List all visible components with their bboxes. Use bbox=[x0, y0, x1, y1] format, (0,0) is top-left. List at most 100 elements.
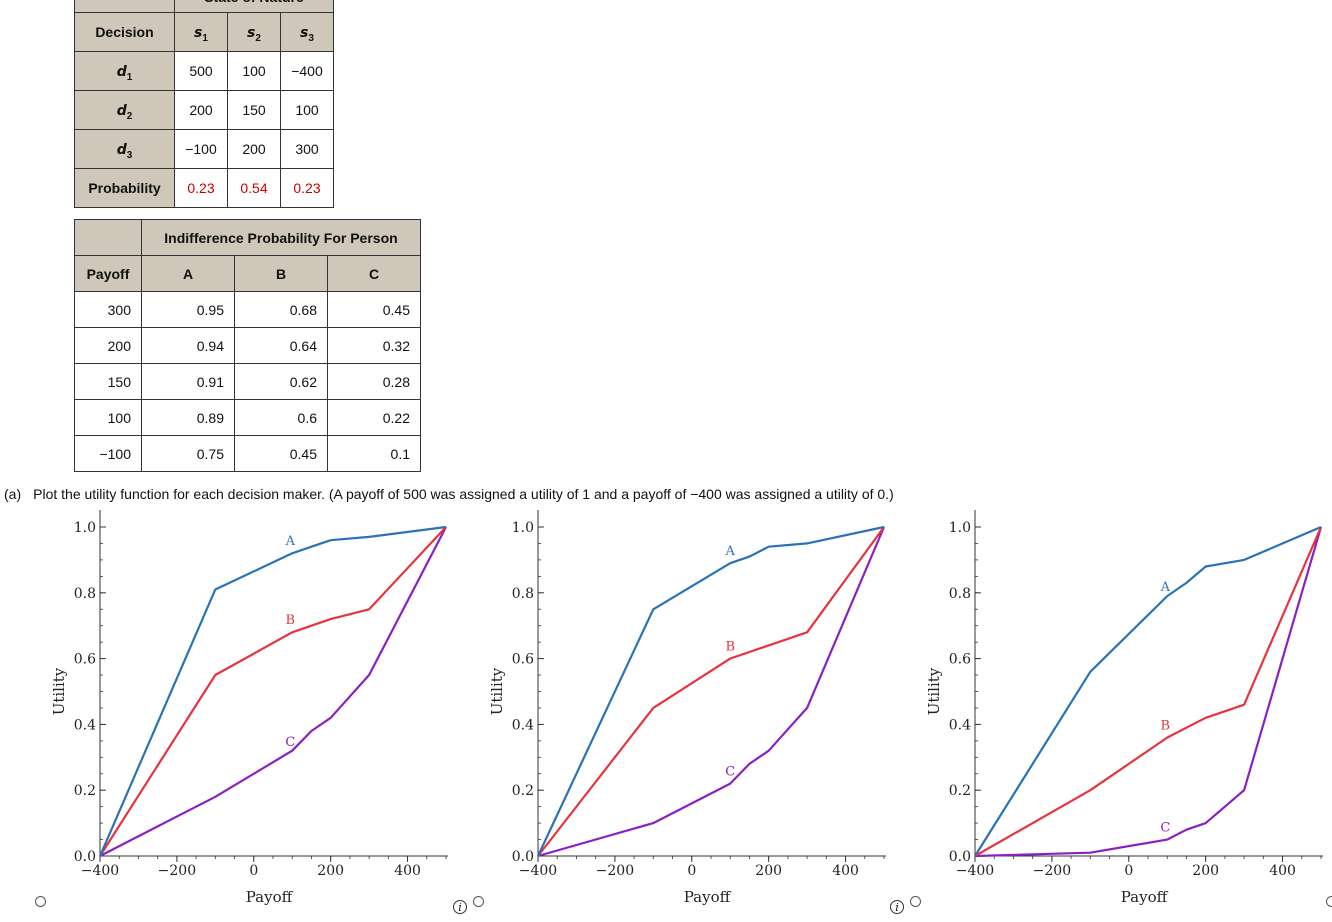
table-row: d1 500 100 −400 bbox=[74, 51, 334, 91]
x-tick-label: −200 bbox=[1033, 863, 1071, 879]
utility-chart-option-1: −400 −200 0 200 400 0.0 0.2 0.4 0.6 0.8 1.0 Payoff U… bbox=[38, 510, 482, 922]
payoff-cell: 100 bbox=[280, 90, 334, 130]
payoff-cell: 100 bbox=[227, 51, 281, 91]
y-tick-label: 0.8 bbox=[74, 586, 96, 602]
series-line-c bbox=[99, 526, 447, 857]
state-label: s bbox=[247, 24, 256, 41]
series-line-b bbox=[99, 526, 447, 857]
x-tick-label: −400 bbox=[519, 863, 557, 879]
y-axis-label: Utility bbox=[488, 667, 506, 715]
x-tick-label: 200 bbox=[1192, 863, 1219, 879]
utility-chart-svg: −400 −200 0 200 400 0.0 0.2 0.4 0.6 0.8 1.0 Payoff U… bbox=[488, 510, 886, 906]
series-line-c bbox=[537, 526, 886, 858]
option-3-radio[interactable] bbox=[910, 896, 921, 907]
payoff-cell: −400 bbox=[280, 51, 334, 91]
y-tick-label: 0.0 bbox=[512, 849, 534, 865]
y-tick-label: 0.6 bbox=[74, 652, 96, 668]
table-row: −100 0.75 0.45 0.1 bbox=[74, 435, 421, 472]
series-label-b: B bbox=[1161, 718, 1171, 733]
utility-chart-option-3: −400 −200 0 200 400 0.0 0.2 0.4 0.6 0.8 1.0 Payoff U… bbox=[913, 510, 1332, 922]
y-axis-label: Utility bbox=[925, 667, 943, 715]
indifference-cell: 0.68 bbox=[234, 291, 328, 328]
x-tick-label: −200 bbox=[158, 863, 196, 879]
indifference-cell: 0.22 bbox=[327, 399, 421, 436]
indifference-title: Indifference Probability For Person bbox=[141, 219, 421, 256]
y-tick-label: 0.4 bbox=[949, 717, 971, 733]
info-icon[interactable]: i bbox=[890, 900, 904, 914]
y-tick-label: 0.6 bbox=[512, 652, 534, 668]
x-tick-label: 400 bbox=[1269, 863, 1296, 879]
probability-cell: 0.23 bbox=[174, 168, 228, 208]
person-header: B bbox=[234, 255, 328, 292]
payoff-value: 100 bbox=[74, 399, 142, 436]
y-tick-label: 0.6 bbox=[949, 652, 971, 668]
indifference-cell: 0.32 bbox=[327, 327, 421, 364]
y-tick-label: 0.0 bbox=[74, 849, 96, 865]
series-label-c: C bbox=[725, 764, 735, 779]
payoff-value: −100 bbox=[74, 435, 142, 472]
series-label-a: A bbox=[725, 544, 736, 559]
person-header: C bbox=[327, 255, 421, 292]
x-axis-label: Payoff bbox=[1121, 888, 1169, 906]
series-line-c bbox=[974, 526, 1323, 858]
indifference-probability-table: Indifference Probability For Person Payo… bbox=[74, 219, 421, 472]
state-of-nature-header: State of Nature bbox=[174, 0, 334, 13]
payoff-cell: −100 bbox=[174, 129, 228, 169]
indifference-cell: 0.75 bbox=[141, 435, 235, 472]
info-icon[interactable]: i bbox=[453, 900, 467, 914]
y-tick-label: 0.4 bbox=[74, 717, 96, 733]
series-line-a bbox=[974, 525, 1322, 857]
series-label-c: C bbox=[1160, 820, 1170, 835]
series-line-a bbox=[98, 525, 447, 857]
probability-cell: 0.23 bbox=[280, 168, 334, 208]
probability-row: Probability 0.23 0.54 0.23 bbox=[74, 168, 334, 208]
series-line-a bbox=[537, 525, 885, 857]
state-header: s2 bbox=[227, 12, 281, 52]
decision-label: d3 bbox=[74, 129, 175, 169]
option-4-radio[interactable] bbox=[1326, 896, 1332, 907]
series-label-c: C bbox=[285, 735, 295, 750]
state-subscript: 1 bbox=[202, 32, 208, 44]
payoff-value: 200 bbox=[74, 327, 142, 364]
option-1-radio[interactable] bbox=[35, 896, 46, 907]
y-tick-label: 0.2 bbox=[74, 783, 96, 799]
x-tick-label: −400 bbox=[956, 863, 994, 879]
probability-cell: 0.54 bbox=[227, 168, 281, 208]
x-tick-label: 0 bbox=[687, 863, 696, 879]
table-row: d3 −100 200 300 bbox=[74, 129, 334, 169]
y-tick-label: 0.4 bbox=[512, 717, 534, 733]
x-tick-label: 200 bbox=[317, 863, 344, 879]
decision-label: d2 bbox=[74, 90, 175, 130]
decision-header: Decision bbox=[74, 12, 175, 52]
series-label-b: B bbox=[286, 613, 296, 628]
state-header: s3 bbox=[280, 12, 334, 52]
option-2-radio[interactable] bbox=[473, 896, 484, 907]
state-label: s bbox=[194, 24, 203, 41]
payoff-cell: 150 bbox=[227, 90, 281, 130]
payoff-cell: 200 bbox=[174, 90, 228, 130]
x-tick-label: 0 bbox=[249, 863, 258, 879]
x-axis-label: Payoff bbox=[246, 888, 294, 906]
decision-label: d1 bbox=[74, 51, 175, 91]
table-corner bbox=[74, 0, 175, 13]
indifference-cell: 0.6 bbox=[234, 399, 328, 436]
payoff-header: Payoff bbox=[74, 255, 142, 292]
y-tick-label: 0.2 bbox=[512, 783, 534, 799]
indifference-cell: 0.64 bbox=[234, 327, 328, 364]
y-axis-label: Utility bbox=[50, 667, 68, 715]
indifference-cell: 0.89 bbox=[141, 399, 235, 436]
probability-label: Probability bbox=[74, 168, 175, 208]
x-tick-label: 200 bbox=[755, 863, 782, 879]
payoff-value: 150 bbox=[74, 363, 142, 400]
question-text: (a) Plot the utility function for each de… bbox=[4, 486, 894, 502]
utility-chart-svg: −400 −200 0 200 400 0.0 0.2 0.4 0.6 0.8 1.0 Payoff U… bbox=[50, 510, 448, 906]
y-tick-label: 0.2 bbox=[949, 783, 971, 799]
y-tick-label: 1.0 bbox=[512, 520, 534, 536]
table-row: 150 0.91 0.62 0.28 bbox=[74, 363, 421, 400]
table-corner bbox=[74, 219, 142, 256]
indifference-cell: 0.94 bbox=[141, 327, 235, 364]
table-row: 200 0.94 0.64 0.32 bbox=[74, 327, 421, 364]
y-tick-label: 0.0 bbox=[949, 849, 971, 865]
state-header: s1 bbox=[174, 12, 228, 52]
indifference-cell: 0.91 bbox=[141, 363, 235, 400]
